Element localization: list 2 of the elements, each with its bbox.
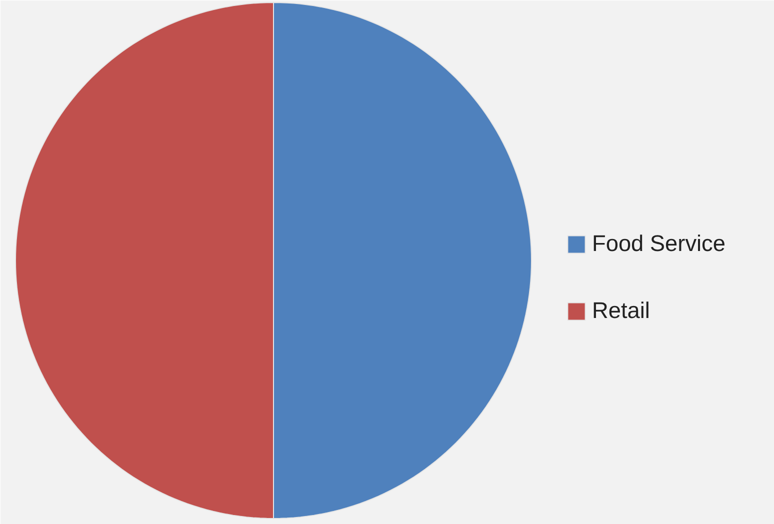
legend-label: Retail bbox=[592, 297, 650, 324]
legend-label: Food Service bbox=[592, 230, 726, 257]
